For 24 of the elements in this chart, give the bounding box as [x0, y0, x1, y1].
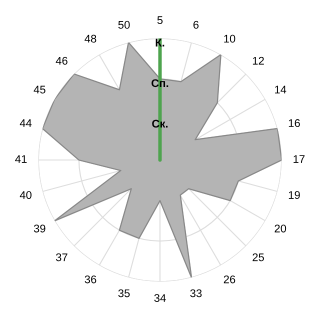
spoke-label: 12 [252, 56, 264, 65]
spoke-label: 20 [274, 224, 286, 232]
spoke-label: 6 [193, 20, 199, 29]
spoke-label: 48 [84, 34, 96, 43]
spoke-label: 34 [154, 294, 166, 302]
spoke-label: 25 [252, 253, 264, 262]
spoke-label: 50 [118, 20, 130, 29]
spoke-label: 33 [190, 289, 202, 298]
spoke-label: 39 [34, 224, 46, 232]
spoke-label: 14 [275, 86, 286, 94]
spoke-label: 46 [56, 56, 68, 65]
spoke-label: 37 [56, 253, 68, 262]
spoke-label: 26 [224, 275, 236, 284]
spoke-label: 40 [20, 191, 32, 199]
spoke-label: 5 [157, 16, 163, 24]
spoke-label: 19 [288, 191, 300, 199]
spoke-label: 45 [34, 86, 46, 94]
spoke-label: 16 [288, 119, 300, 128]
spoke-label: 41 [15, 155, 27, 163]
spoke-label: 44 [20, 119, 32, 127]
spoke-label: 17 [294, 155, 305, 163]
spoke-label: 35 [118, 289, 130, 298]
spoke-label: 36 [84, 275, 96, 284]
spoke-label: 10 [224, 34, 236, 43]
